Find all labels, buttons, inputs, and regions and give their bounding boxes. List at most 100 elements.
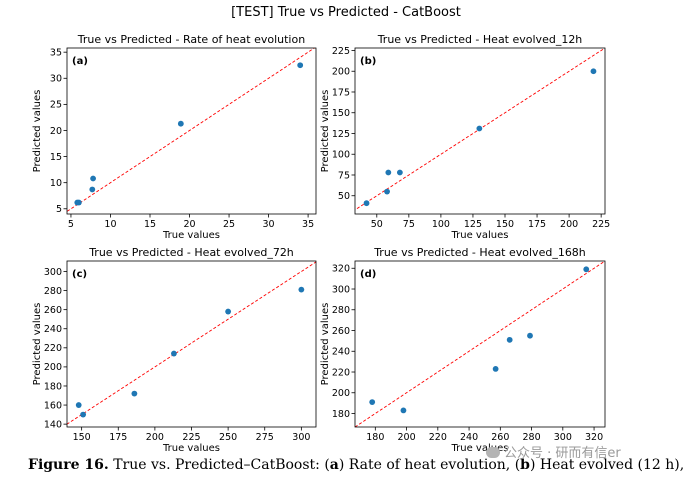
data-point (225, 308, 232, 315)
y-axis-label: Predicted values (320, 90, 331, 173)
y-tick-label: 35 (50, 47, 62, 58)
x-axis-label: True values (451, 230, 509, 241)
y-tick-label: 160 (44, 400, 62, 411)
y-tick-label: 225 (332, 46, 350, 57)
data-point (131, 390, 138, 397)
y-tick-label: 300 (332, 284, 350, 295)
x-tick-label: 200 (560, 219, 578, 230)
y-tick-label: 200 (332, 388, 350, 399)
data-point (369, 399, 376, 405)
y-tick-label: 320 (332, 264, 350, 275)
x-axis-label: True values (162, 230, 220, 241)
y-tick-label: 280 (44, 286, 62, 297)
chart-title: True vs Predicted - Rate of heat evoluti… (77, 33, 305, 46)
chart-title: True vs Predicted - Heat evolved_168h (373, 246, 586, 259)
x-tick-label: 300 (554, 432, 572, 443)
data-point (75, 199, 82, 206)
x-tick-label: 20 (183, 219, 195, 230)
panel-tag: (b) (360, 56, 376, 67)
panel-tag: (a) (72, 56, 88, 67)
x-tick-label: 175 (528, 219, 546, 230)
data-point (583, 266, 590, 273)
x-tick-label: 125 (464, 219, 482, 230)
x-tick-label: 10 (104, 219, 116, 230)
y-tick-label: 140 (44, 419, 62, 430)
figure-suptitle: [TEST] True vs Predicted - CatBoost (231, 5, 461, 20)
x-tick-label: 25 (223, 219, 235, 230)
x-tick-label: 220 (429, 432, 447, 443)
y-tick-label: 75 (338, 170, 350, 181)
y-tick-label: 50 (338, 191, 350, 202)
y-tick-label: 15 (50, 152, 62, 163)
data-point (297, 62, 304, 69)
y-tick-label: 200 (332, 67, 350, 78)
x-tick-label: 225 (182, 432, 200, 443)
data-point (385, 169, 392, 176)
y-tick-label: 240 (44, 324, 62, 335)
y-tick-label: 150 (332, 108, 350, 119)
wechat-icon (486, 447, 500, 458)
y-tick-label: 240 (332, 347, 350, 358)
x-axis-label: True values (162, 443, 220, 454)
y-tick-label: 25 (50, 100, 62, 111)
caption-part: ) Rate of heat evolution, ( (338, 457, 521, 473)
data-point (171, 350, 177, 357)
chart-panels: True vs Predicted - Rate of heat evoluti… (32, 33, 610, 454)
caption-label: Figure 16. (28, 457, 109, 473)
axes-frame (354, 47, 606, 215)
identity-line (355, 48, 605, 211)
data-point (384, 188, 390, 195)
y-tick-label: 180 (332, 409, 350, 420)
y-tick-label: 220 (44, 343, 62, 354)
x-tick-label: 180 (366, 432, 384, 443)
y-tick-label: 260 (332, 326, 350, 337)
y-tick-label: 220 (332, 367, 350, 378)
axes-frame (66, 260, 317, 428)
y-axis-label: Predicted values (32, 90, 43, 173)
y-tick-label: 180 (44, 381, 62, 392)
x-tick-label: 320 (585, 432, 603, 443)
chart-panel-c: True vs Predicted - Heat evolved_72h 150 1… (32, 246, 317, 454)
identity-line (67, 48, 316, 212)
x-tick-label: 50 (371, 219, 383, 230)
data-point (75, 402, 82, 408)
x-tick-label: 150 (73, 432, 91, 443)
x-tick-label: 75 (403, 219, 415, 230)
data-point (400, 407, 407, 414)
x-tick-label: 260 (491, 432, 509, 443)
chart-panel-b: True vs Predicted - Heat evolved_12h 50 75… (320, 33, 610, 241)
figure-caption: Figure 16. True vs. Predicted–CatBoost: … (28, 457, 688, 473)
watermark: 公众号 · 研而有信er (486, 442, 621, 461)
x-tick-label: 150 (496, 219, 514, 230)
caption-part: ) Heat evolved (12 h), ( (529, 457, 688, 473)
y-tick-label: 280 (332, 305, 350, 316)
axes-frame (66, 47, 317, 215)
x-tick-label: 225 (592, 219, 610, 230)
chart-panel-d: True vs Predicted - Heat evolved_168h 180… (320, 246, 606, 454)
data-point (396, 169, 403, 176)
data-point (492, 366, 499, 372)
data-point (590, 68, 597, 75)
x-tick-label: 175 (109, 432, 127, 443)
y-tick-label: 10 (50, 178, 62, 189)
y-tick-label: 5 (56, 204, 62, 215)
y-tick-label: 30 (50, 74, 62, 85)
x-tick-label: 15 (144, 219, 156, 230)
caption-part: True vs. Predicted–CatBoost: ( (108, 457, 330, 473)
identity-line (355, 261, 605, 427)
x-tick-label: 250 (219, 432, 237, 443)
caption-text: True vs. Predicted–CatBoost: (a) Rate of… (109, 457, 688, 473)
y-tick-label: 175 (332, 87, 350, 98)
data-point (80, 411, 87, 418)
data-point (506, 336, 513, 343)
x-tick-label: 275 (256, 432, 274, 443)
y-tick-label: 100 (332, 150, 350, 161)
y-axis-label: Predicted values (320, 303, 331, 386)
panel-tag: (d) (360, 269, 376, 280)
caption-part: b (520, 457, 530, 473)
data-point (363, 200, 370, 207)
axes-frame (354, 260, 606, 428)
data-point (90, 175, 96, 182)
caption-part: a (329, 457, 339, 473)
x-tick-label: 280 (522, 432, 540, 443)
